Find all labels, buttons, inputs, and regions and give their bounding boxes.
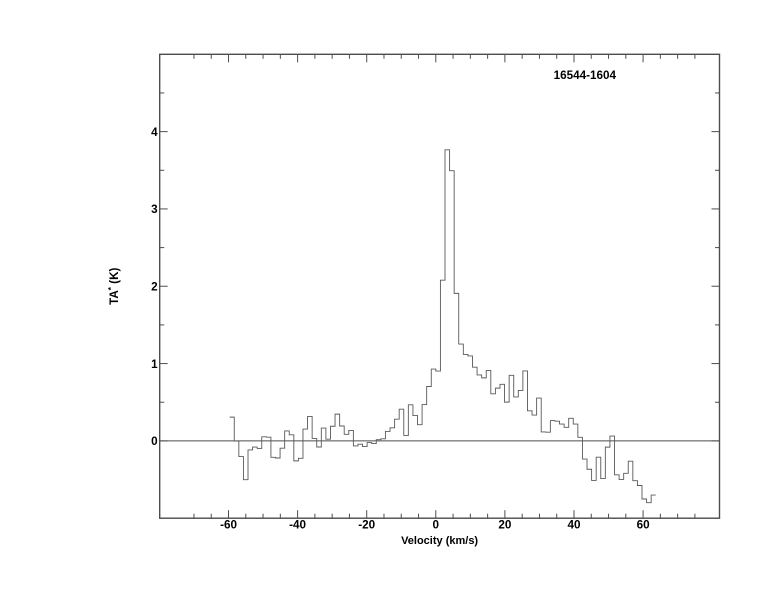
- svg-text:16544-1604: 16544-1604: [554, 69, 617, 82]
- svg-text:20: 20: [498, 519, 512, 532]
- svg-text:0: 0: [433, 519, 440, 532]
- svg-text:1: 1: [151, 358, 158, 371]
- svg-text:40: 40: [567, 519, 581, 532]
- svg-text:TA* (K): TA* (K): [107, 267, 121, 304]
- svg-text:2: 2: [151, 280, 158, 293]
- svg-text:-20: -20: [358, 519, 375, 532]
- svg-text:4: 4: [151, 126, 158, 139]
- svg-text:-60: -60: [220, 519, 237, 532]
- svg-text:60: 60: [637, 519, 651, 532]
- svg-text:3: 3: [151, 203, 158, 216]
- svg-text:-40: -40: [289, 519, 306, 532]
- svg-text:0: 0: [151, 435, 158, 448]
- svg-text:Velocity (km/s): Velocity (km/s): [401, 535, 478, 547]
